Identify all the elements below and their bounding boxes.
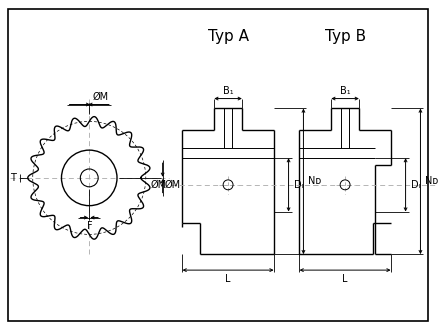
Text: L: L: [225, 274, 231, 284]
Text: T: T: [10, 173, 16, 183]
Text: B₁: B₁: [340, 85, 350, 96]
Text: B₁: B₁: [223, 85, 233, 96]
Text: Nᴅ: Nᴅ: [425, 176, 439, 186]
Text: Nᴅ: Nᴅ: [308, 176, 322, 186]
Text: Typ B: Typ B: [325, 29, 366, 44]
Text: L: L: [342, 274, 348, 284]
Text: Typ A: Typ A: [208, 29, 249, 44]
Text: Dₗ: Dₗ: [411, 180, 420, 190]
Text: F: F: [88, 220, 93, 231]
Text: Dₗ: Dₗ: [293, 180, 303, 190]
Text: ØM: ØM: [92, 91, 108, 102]
Text: ØM: ØM: [150, 180, 167, 190]
Text: ØM: ØM: [165, 180, 181, 190]
